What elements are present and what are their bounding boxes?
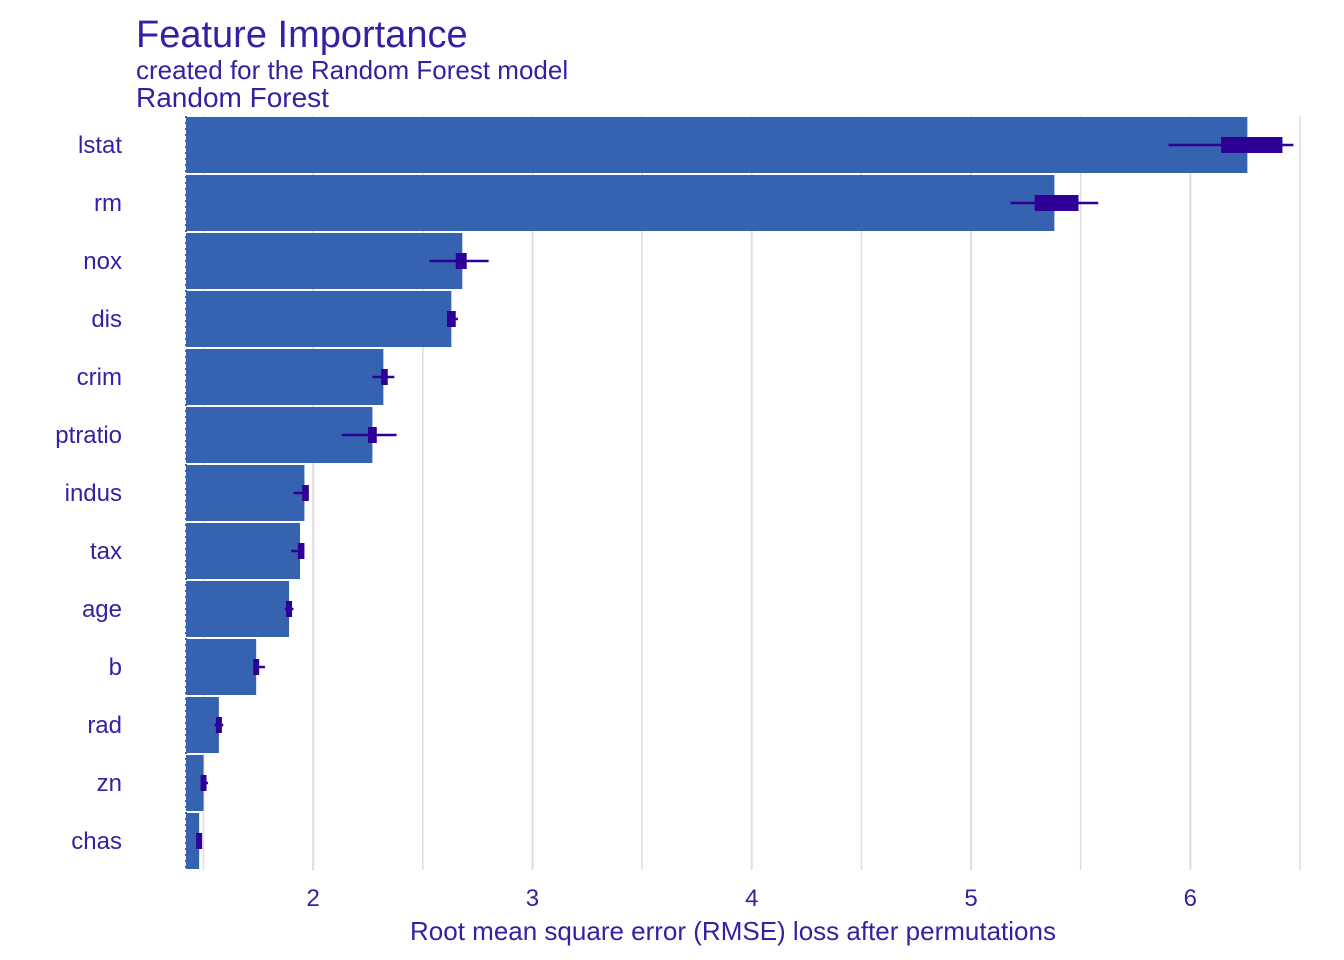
bar-zn	[186, 755, 204, 811]
box-rad	[215, 717, 222, 733]
boxplot-b	[253, 659, 265, 675]
boxplot-rad	[214, 717, 224, 733]
box-tax	[297, 543, 305, 559]
bar-indus	[186, 465, 305, 521]
box-indus	[302, 485, 309, 501]
boxplot-age	[284, 601, 294, 617]
bar-age	[186, 581, 290, 637]
box-lstat	[1221, 137, 1283, 153]
category-label-nox: nox	[83, 248, 122, 275]
box-chas	[196, 833, 203, 849]
boxplot-layer	[196, 137, 1294, 849]
boxplot-ptratio	[341, 427, 397, 443]
facet-label: Random Forest	[136, 82, 329, 113]
boxplot-dis	[446, 311, 458, 327]
x-tick-label-2: 2	[307, 885, 320, 912]
bar-ptratio	[186, 407, 373, 463]
box-age	[286, 601, 293, 617]
bar-chas	[186, 813, 200, 869]
bar-b	[186, 639, 257, 695]
bar-layer	[186, 117, 1248, 869]
box-rm	[1034, 195, 1079, 211]
bar-lstat	[186, 117, 1248, 173]
x-tick-label-6: 6	[1184, 885, 1197, 912]
boxplot-rm	[1010, 195, 1099, 211]
box-ptratio	[368, 427, 377, 443]
box-crim	[381, 369, 388, 385]
category-label-indus: indus	[65, 480, 122, 507]
category-label-age: age	[82, 596, 122, 623]
x-tick-label-5: 5	[964, 885, 977, 912]
category-label-chas: chas	[71, 828, 122, 855]
bar-nox	[186, 233, 463, 289]
x-tick-label-3: 3	[526, 885, 539, 912]
x-axis-title: Root mean square error (RMSE) loss after…	[410, 916, 1056, 946]
chart-subtitle: created for the Random Forest model	[136, 55, 569, 85]
category-label-rm: rm	[94, 190, 122, 217]
category-label-zn: zn	[97, 770, 122, 797]
boxplot-zn	[200, 775, 208, 791]
box-nox	[455, 253, 467, 269]
category-label-ptratio: ptratio	[55, 422, 122, 449]
category-label-lstat: lstat	[78, 132, 122, 159]
category-label-tax: tax	[90, 538, 122, 565]
boxplot-chas	[196, 833, 203, 849]
boxplot-lstat	[1168, 137, 1294, 153]
bar-tax	[186, 523, 301, 579]
boxplot-nox	[429, 253, 489, 269]
chart-title: Feature Importance	[136, 14, 468, 56]
label-layer: lstat rm nox dis crim ptratio indus tax age b rad z…	[55, 132, 1197, 912]
box-zn	[200, 775, 207, 791]
boxplot-tax	[291, 543, 305, 559]
bar-rm	[186, 175, 1055, 231]
bar-rad	[186, 697, 219, 753]
box-b	[253, 659, 260, 675]
x-tick-label-4: 4	[745, 885, 758, 912]
category-label-crim: crim	[77, 364, 122, 391]
boxplot-crim	[372, 369, 395, 385]
box-dis	[446, 311, 456, 327]
category-label-b: b	[109, 654, 122, 681]
bar-dis	[186, 291, 452, 347]
boxplot-indus	[293, 485, 309, 501]
bar-crim	[186, 349, 384, 405]
category-label-dis: dis	[91, 306, 122, 333]
category-label-rad: rad	[87, 712, 122, 739]
